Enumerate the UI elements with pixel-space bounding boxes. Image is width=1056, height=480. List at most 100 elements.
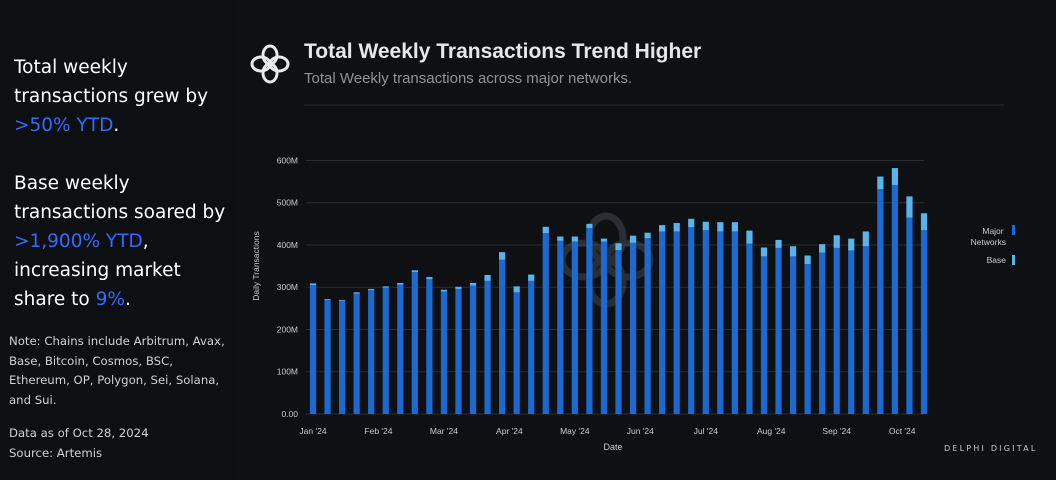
bar-base [746,230,753,244]
chart-axes: 0.00 100M 200M 300M 400M 500M 600M Jan '24 Feb '… [277,155,916,436]
callout-growth: Total weekly transactions grew by >50% Y… [14,53,229,140]
bar-base [644,232,651,239]
bar-base [309,283,317,286]
y-tick-label: 400M [277,240,298,250]
data-source: Source: Artemis [9,445,103,460]
bar-base [338,299,346,301]
bar-major-networks [717,231,724,414]
bar-base [513,286,520,293]
callout-base: Base weekly transactions soared by >1,90… [14,169,229,314]
bar-base [702,221,709,231]
bar-base [397,283,404,285]
bar-base [455,286,462,289]
bar-chart: 0.00 100M 200M 300M 400M 500M 600M Jan '24 Feb '… [251,104,1015,452]
bar-base [469,283,477,286]
bar-major-networks [731,231,738,414]
chains-note: Note: Chains include Arbitrum, Avax, Bas… [9,334,225,407]
bar-major-networks [775,247,782,414]
bar-major-networks [644,238,651,414]
bar-base [848,238,855,251]
bar-major-networks [309,285,317,414]
bar-major-networks [833,247,840,414]
legend-major-line-1: Major [982,226,1003,236]
callout-base-text: Base weekly transactions soared by [14,173,226,223]
y-tick-label: 200M [277,324,298,334]
y-tick-label: 0.00 [281,409,298,419]
x-tick-label: Jul '24 [694,426,719,436]
bar-major-networks [746,243,753,414]
x-tick-label: Oct '24 [889,426,916,436]
bar-major-networks [659,231,666,414]
bar-major-networks [455,288,462,414]
bar-base [411,270,418,273]
bar-base [571,236,578,242]
x-tick-label: Sep '24 [822,426,851,436]
bar-base [688,218,695,228]
bar-base [877,176,884,190]
bar-major-networks [920,230,928,414]
bar-base [557,236,564,241]
callout-base-text-2: , increasing market share to [14,231,181,310]
bar-base [906,196,913,218]
bar-base [382,286,389,288]
legend-major-swatch [1012,225,1015,235]
bar-base [484,274,491,281]
legend-major-line-2: Networks [971,237,1006,247]
bar-major-networks [804,263,811,414]
bar-base [659,225,666,232]
legend-base-swatch [1012,255,1015,265]
bar-major-networks [484,280,491,414]
data-as-of: Data as of Oct 28, 2024 [9,426,149,440]
bar-major-networks [586,228,593,414]
bar-major-networks [440,291,448,414]
bar-series [309,168,928,414]
bar-major-networks [789,256,797,414]
bar-major-networks [542,233,549,414]
bar-major-networks [499,259,506,414]
legend-major-label: Major Networks [971,226,1006,247]
legend-base-label: Base [987,255,1007,265]
bar-major-networks [382,287,389,414]
y-tick-label: 300M [277,282,298,292]
bar-base [862,231,869,247]
left-panel: Total weekly transactions grew by >50% Y… [0,0,236,480]
x-tick-label: Mar '24 [430,426,458,436]
chart-panel: Total Weekly Transactions Trend Higher T… [236,0,1056,480]
callout-base-period: . [124,289,131,310]
callout-growth-highlight: >50% YTD [14,115,114,136]
bar-base [440,289,448,292]
bar-base [426,277,433,280]
bar-base [368,288,375,291]
callout-base-highlight-ytd: >1,900% YTD [14,231,143,252]
y-axis-label: Daily Transactions [251,231,261,300]
bar-base [542,226,549,234]
bar-major-networks [397,284,404,414]
bar-base [804,255,811,264]
x-tick-label: May '24 [560,426,590,436]
bar-base [833,235,840,248]
delphi-logo-icon [250,44,290,84]
bar-major-networks [513,292,520,414]
bar-base [819,244,826,253]
x-axis-label: Date [603,442,622,452]
bar-major-networks [862,246,869,414]
chart-subtitle: Total Weekly transactions across major n… [304,70,633,87]
bar-base [600,238,608,242]
x-tick-label: Jan '24 [299,426,326,436]
legend: Major Networks Base [971,225,1015,265]
bar-major-networks [600,241,608,414]
y-tick-label: 100M [277,367,298,377]
bar-major-networks [673,231,680,414]
chart-title: Total Weekly Transactions Trend Higher [304,40,702,63]
bar-major-networks [819,252,826,414]
bar-major-networks [324,299,331,414]
bar-major-networks [338,300,346,414]
bar-base [775,239,782,248]
bar-base [586,223,593,229]
bar-base [717,222,724,232]
bar-base [891,168,899,185]
bar-base [528,274,535,281]
bar-base [789,246,797,257]
callout-growth-period: . [113,115,120,136]
bar-major-networks [760,256,768,414]
